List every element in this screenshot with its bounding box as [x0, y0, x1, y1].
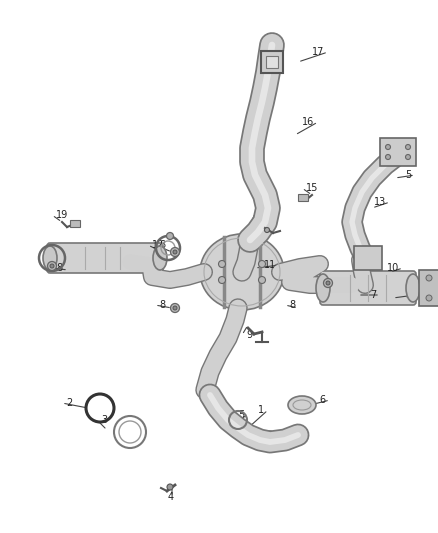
Text: 10: 10: [387, 263, 399, 273]
FancyBboxPatch shape: [298, 194, 308, 201]
Circle shape: [166, 232, 173, 239]
Ellipse shape: [153, 246, 167, 270]
Circle shape: [219, 277, 226, 284]
Circle shape: [170, 303, 180, 312]
Text: 5: 5: [238, 410, 244, 420]
Text: 1: 1: [258, 405, 264, 415]
Text: 12: 12: [152, 240, 164, 250]
Ellipse shape: [200, 234, 284, 310]
Text: 5: 5: [405, 290, 411, 300]
FancyBboxPatch shape: [380, 138, 416, 166]
Text: 19: 19: [56, 210, 68, 220]
Circle shape: [265, 228, 269, 232]
Text: 14: 14: [256, 217, 268, 227]
Circle shape: [258, 261, 265, 268]
Text: 9: 9: [246, 330, 252, 340]
Circle shape: [426, 275, 432, 281]
Circle shape: [326, 281, 330, 285]
Circle shape: [406, 144, 410, 149]
Circle shape: [173, 250, 177, 254]
Circle shape: [170, 247, 180, 256]
Ellipse shape: [406, 274, 420, 302]
Text: 5: 5: [405, 170, 411, 180]
Circle shape: [47, 262, 57, 271]
Circle shape: [426, 295, 432, 301]
FancyBboxPatch shape: [70, 220, 80, 227]
FancyBboxPatch shape: [320, 271, 416, 305]
FancyBboxPatch shape: [419, 270, 438, 306]
Text: 8: 8: [159, 300, 165, 310]
Text: 7: 7: [370, 290, 376, 300]
Circle shape: [173, 306, 177, 310]
Ellipse shape: [288, 396, 316, 414]
Text: 6: 6: [320, 395, 326, 405]
Ellipse shape: [43, 246, 57, 270]
Circle shape: [406, 155, 410, 159]
Text: 8: 8: [159, 240, 165, 250]
Text: 11: 11: [264, 260, 276, 270]
Text: 8: 8: [289, 300, 295, 310]
Text: 18: 18: [136, 257, 148, 267]
Text: 16: 16: [302, 117, 314, 127]
FancyBboxPatch shape: [266, 56, 278, 68]
Circle shape: [385, 155, 391, 159]
Circle shape: [167, 484, 173, 490]
Circle shape: [385, 144, 391, 149]
Text: 8: 8: [56, 263, 62, 273]
FancyBboxPatch shape: [261, 51, 283, 73]
Text: 4: 4: [168, 492, 174, 502]
Text: 2: 2: [66, 398, 72, 408]
Text: 3: 3: [101, 415, 107, 425]
Text: 13: 13: [374, 197, 386, 207]
Circle shape: [324, 279, 332, 287]
Circle shape: [50, 264, 54, 268]
Text: 17: 17: [311, 47, 324, 57]
Ellipse shape: [316, 274, 330, 302]
Text: 15: 15: [306, 183, 318, 193]
FancyBboxPatch shape: [47, 243, 163, 273]
Circle shape: [219, 261, 226, 268]
Circle shape: [258, 277, 265, 284]
FancyBboxPatch shape: [354, 246, 382, 270]
